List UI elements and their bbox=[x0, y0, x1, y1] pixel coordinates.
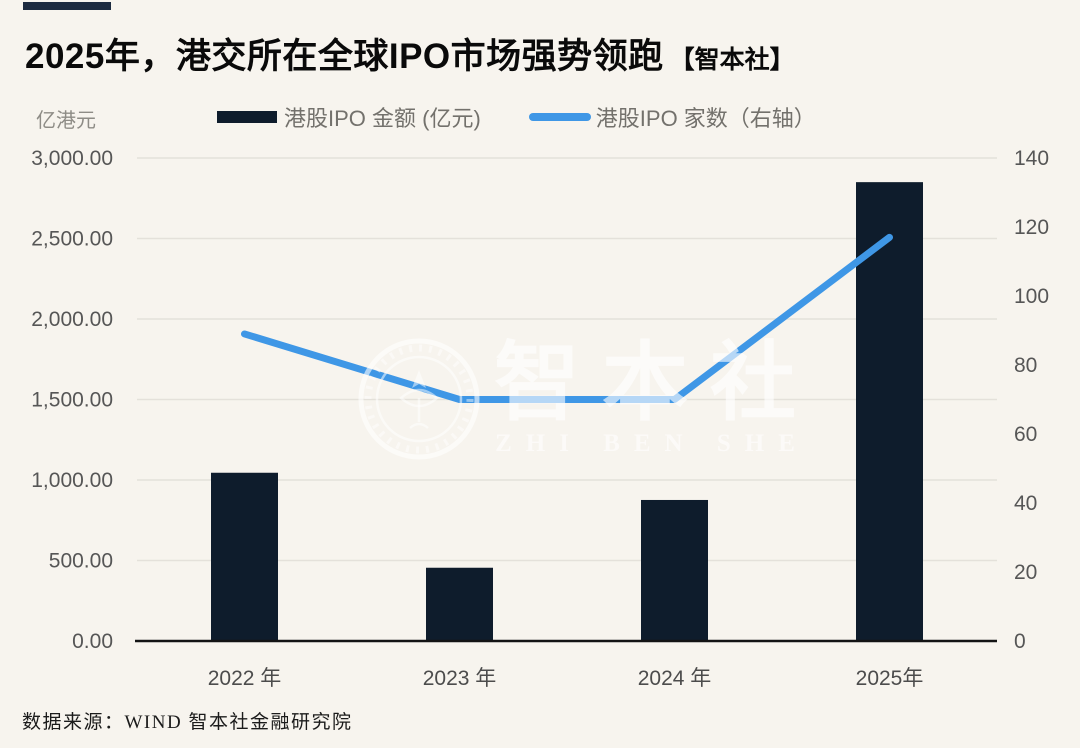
left-axis-tick-label: 1,500.00 bbox=[31, 389, 113, 412]
chart-legend: 港股IPO 金额 (亿元) 港股IPO 家数（右轴） bbox=[217, 101, 816, 133]
bar-1 bbox=[211, 472, 278, 641]
right-axis-tick-label: 100 bbox=[1014, 285, 1049, 308]
line-series-swatch-icon bbox=[528, 113, 591, 121]
left-axis-unit-label: 亿港元 bbox=[36, 110, 96, 132]
bar-4 bbox=[856, 182, 923, 641]
page-title-suffix: 【智本社】 bbox=[669, 46, 795, 74]
right-axis-tick-label: 60 bbox=[1014, 423, 1037, 446]
legend-label-amount: 港股IPO 金额 (亿元) bbox=[284, 106, 481, 131]
x-axis-category-label: 2025年 bbox=[856, 667, 924, 690]
right-axis-tick-label: 20 bbox=[1014, 561, 1037, 584]
page-title: 2025年，港交所在全球IPO市场强势领跑 【智本社】 bbox=[25, 28, 1055, 79]
x-axis-category-label: 2023 年 bbox=[423, 667, 497, 690]
bar-series-swatch-icon bbox=[217, 111, 277, 123]
bar-2 bbox=[426, 567, 493, 641]
bar-3 bbox=[641, 499, 708, 641]
data-source-note: 数据来源：WIND 智本社金融研究院 bbox=[22, 712, 353, 733]
right-axis-tick-label: 0 bbox=[1014, 630, 1026, 653]
left-axis-tick-label: 0.00 bbox=[72, 630, 113, 653]
right-axis-tick-label: 140 bbox=[1014, 147, 1049, 170]
left-axis-tick-label: 2,000.00 bbox=[31, 308, 113, 331]
left-axis-tick-label: 3,000.00 bbox=[31, 147, 113, 170]
left-axis-tick-label: 500.00 bbox=[49, 550, 113, 573]
accent-bar bbox=[23, 2, 111, 10]
legend-label-count: 港股IPO 家数（右轴） bbox=[595, 106, 816, 131]
right-axis-tick-label: 80 bbox=[1014, 354, 1037, 377]
x-axis-category-label: 2024 年 bbox=[638, 667, 712, 690]
x-axis-category-label: 2022 年 bbox=[208, 667, 282, 690]
legend-item-count: 港股IPO 家数（右轴） bbox=[528, 101, 816, 133]
line-series bbox=[241, 233, 893, 403]
page-title-text: 2025年，港交所在全球IPO市场强势领跑 bbox=[25, 37, 664, 76]
right-axis-tick-label: 40 bbox=[1014, 492, 1037, 515]
right-axis-tick-label: 120 bbox=[1014, 216, 1049, 239]
left-axis-tick-label: 2,500.00 bbox=[31, 228, 113, 251]
left-axis-tick-label: 1,000.00 bbox=[31, 469, 113, 492]
legend-item-amount: 港股IPO 金额 (亿元) bbox=[217, 101, 481, 133]
